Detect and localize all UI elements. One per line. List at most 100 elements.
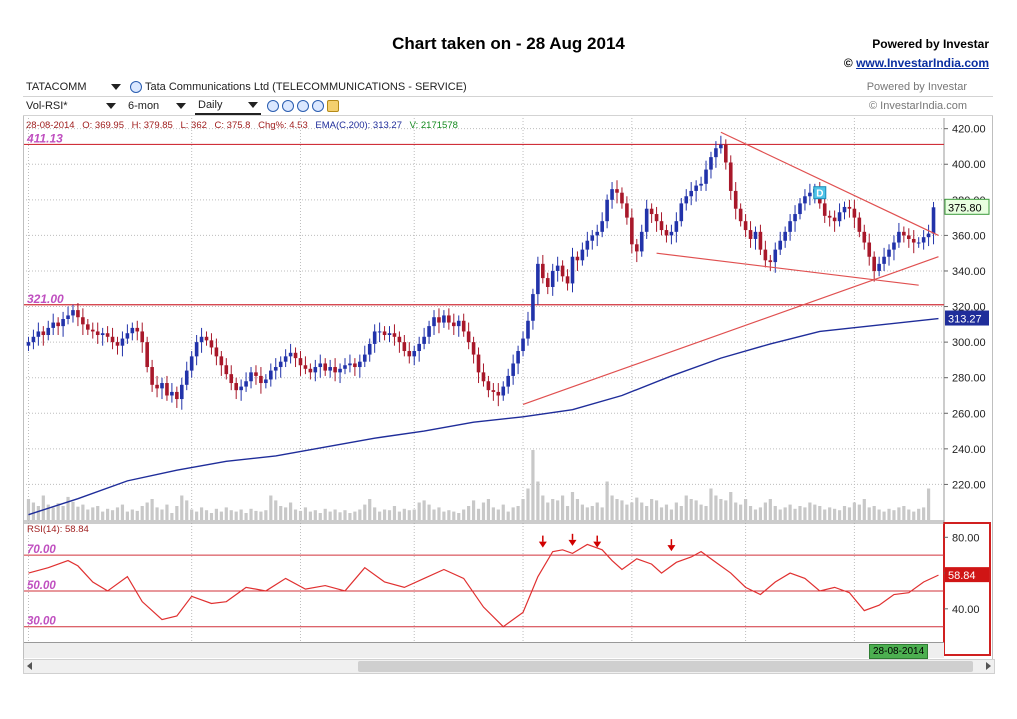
volume-bar	[41, 495, 45, 520]
candle-body	[743, 221, 748, 231]
volume-bar	[378, 511, 382, 520]
volume-bar	[160, 509, 164, 520]
volume-bar	[768, 499, 772, 520]
volume-bar	[600, 507, 604, 520]
volume-bar	[684, 495, 688, 520]
info-change: Chg%: 4.53	[258, 120, 308, 131]
volume-bar	[501, 504, 505, 520]
scroll-left-icon[interactable]	[27, 662, 32, 670]
candle-body	[857, 217, 862, 232]
scroll-right-icon[interactable]	[986, 662, 991, 670]
volume-bar	[471, 500, 476, 520]
volume-bar	[308, 511, 312, 520]
price-tick-label: 340.00	[952, 266, 986, 278]
volume-bar	[837, 510, 842, 520]
volume-bar	[833, 508, 837, 520]
candle-body	[338, 368, 342, 373]
candle-body	[86, 324, 90, 330]
search-icon[interactable]	[130, 81, 142, 93]
volume-bar	[541, 495, 545, 520]
volume-bar	[81, 504, 85, 520]
candle-body	[372, 331, 377, 344]
settings-icon[interactable]	[327, 100, 339, 112]
horizontal-scrollbar[interactable]	[23, 659, 995, 674]
chevron-down-icon	[176, 103, 186, 109]
volume-bar	[392, 506, 397, 520]
candle-body	[209, 340, 214, 348]
candle-body	[877, 263, 881, 271]
candle-body	[288, 352, 293, 357]
candle-body	[481, 372, 486, 382]
candle-body	[298, 358, 303, 366]
ohlc-info: 28-08-2014 O: 369.95 H: 379.85 L: 362 C:…	[26, 120, 463, 131]
candle-body	[189, 356, 194, 371]
candle-body	[31, 336, 36, 343]
volume-bar	[234, 511, 238, 520]
candle-body	[343, 365, 347, 369]
volume-bar	[536, 481, 540, 520]
interval-select[interactable]: Daily	[195, 98, 261, 115]
info-ema: EMA(C,200): 313.27	[315, 120, 402, 131]
price-tick-label: 400.00	[952, 159, 986, 171]
volume-bar	[422, 500, 426, 520]
volume-bar	[269, 495, 273, 520]
candle-body	[867, 242, 872, 257]
volume-bar	[689, 499, 693, 520]
candle-body	[911, 238, 916, 243]
candle-body	[847, 206, 852, 209]
rsi-sell-arrow-icon	[593, 541, 602, 548]
indicator-select[interactable]: Vol-RSI*	[23, 99, 119, 114]
candle-body	[778, 240, 783, 250]
candle-body	[229, 374, 234, 384]
volume-bar	[91, 507, 95, 520]
candle-body	[437, 317, 441, 323]
volume-bar	[51, 507, 55, 520]
candle-body	[605, 199, 609, 222]
candle-body	[550, 270, 555, 287]
candle-body	[333, 367, 337, 373]
zoom-out-icon[interactable]	[282, 100, 294, 112]
candle-body	[219, 356, 224, 366]
candle-body	[615, 189, 619, 193]
candle-body	[634, 244, 639, 252]
candle-body	[649, 208, 654, 215]
volume-bar	[828, 507, 832, 520]
settings-toolbar: Vol-RSI* 6-mon Daily © InvestarIndia.com	[23, 97, 993, 116]
candle-body	[654, 214, 659, 222]
volume-bar	[877, 509, 881, 520]
volume-bar	[264, 510, 268, 520]
volume-bar	[674, 502, 678, 520]
volume-bar	[209, 513, 214, 520]
candle-body	[66, 315, 70, 319]
volume-bar	[926, 488, 931, 520]
zoom-fit-icon[interactable]	[297, 100, 309, 112]
volume-bar	[679, 506, 683, 520]
volume-bar	[110, 510, 115, 520]
volume-bar	[318, 513, 322, 520]
candle-body	[56, 322, 60, 327]
volume-bar	[887, 508, 891, 520]
price-tick-label: 260.00	[952, 408, 986, 420]
site-link[interactable]: www.InvestarIndia.com	[856, 56, 989, 70]
rsi-label: RSI(14): 58.84	[27, 524, 89, 535]
volume-bar	[170, 513, 174, 520]
candle-body	[793, 214, 797, 222]
powered-note: Powered by Investar	[866, 81, 967, 93]
period-select[interactable]: 6-mon	[125, 99, 189, 114]
candle-body	[585, 240, 590, 250]
candle-body	[442, 315, 446, 323]
symbol-select[interactable]: TATACOMM	[23, 80, 124, 95]
candle-body	[214, 347, 219, 357]
candle-body	[526, 320, 530, 339]
volume-bar	[798, 506, 802, 520]
volume-bar	[867, 507, 871, 520]
scrollbar-thumb[interactable]	[358, 661, 973, 672]
zoom-in-icon[interactable]	[267, 100, 279, 112]
volume-bar	[140, 506, 144, 520]
volume-bar	[254, 510, 258, 520]
candle-body	[456, 320, 461, 327]
zoom-reset-icon[interactable]	[312, 100, 324, 112]
volume-bar	[491, 507, 495, 520]
volume-bar	[343, 510, 347, 520]
